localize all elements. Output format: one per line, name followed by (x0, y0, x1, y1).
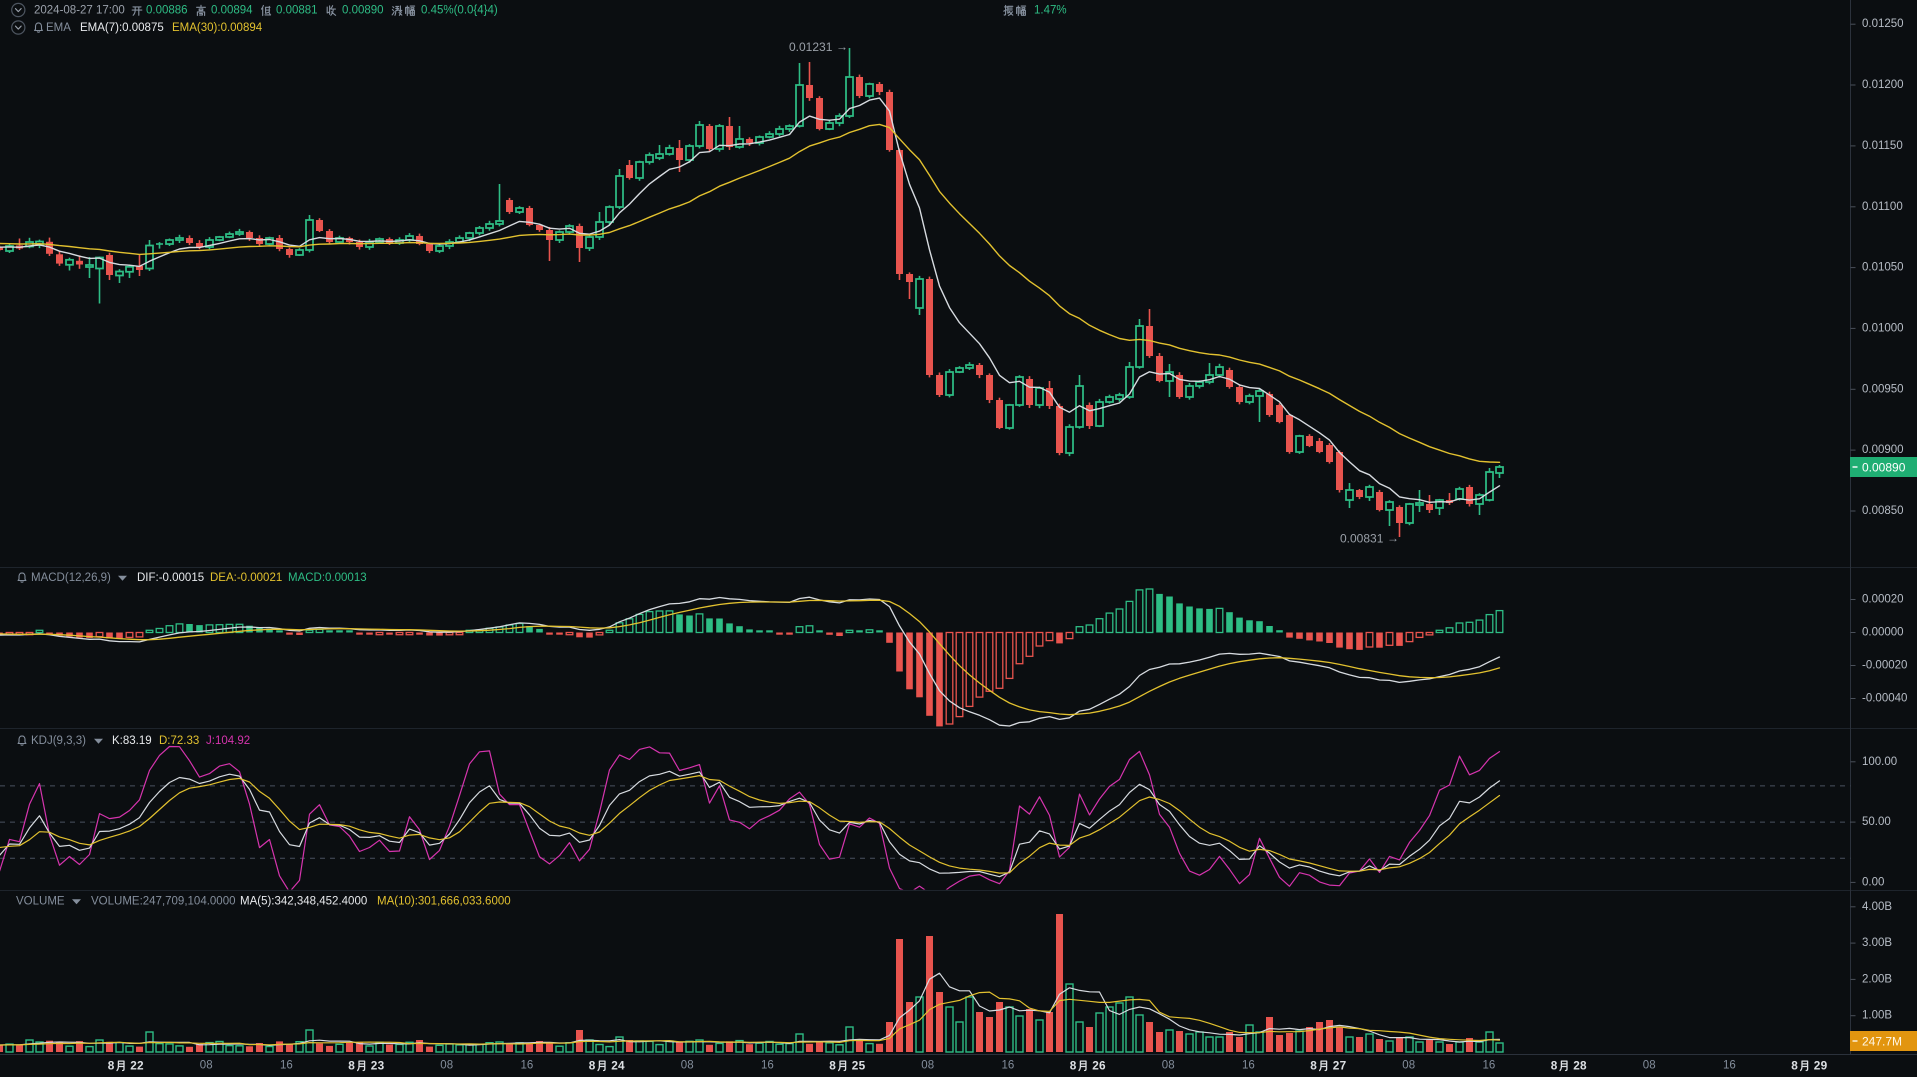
svg-text:VOLUME:247,709,104.0000: VOLUME:247,709,104.0000 (91, 896, 236, 908)
svg-text:-0.00040: -0.00040 (1862, 693, 1907, 705)
svg-text:0.01231: 0.01231 (789, 40, 833, 54)
svg-text:16: 16 (280, 1060, 293, 1072)
svg-text:247.7M: 247.7M (1862, 1034, 1902, 1048)
svg-text:MACD:0.00013: MACD:0.00013 (288, 572, 367, 584)
svg-text:22: 22 (130, 1059, 144, 1073)
svg-text:8: 8 (829, 1059, 836, 1073)
svg-text:0.00881: 0.00881 (276, 5, 318, 17)
svg-text:0.01200: 0.01200 (1862, 79, 1904, 91)
svg-text:23: 23 (371, 1059, 385, 1073)
svg-text:0.00886: 0.00886 (146, 5, 188, 17)
svg-text:0.00890: 0.00890 (342, 5, 384, 17)
svg-text:0.00020: 0.00020 (1862, 594, 1904, 606)
svg-text:0.00894: 0.00894 (211, 5, 253, 17)
svg-text:VOLUME: VOLUME (16, 896, 65, 908)
svg-text:2024-08-27 17:00: 2024-08-27 17:00 (34, 5, 125, 17)
svg-text:29: 29 (1814, 1059, 1828, 1073)
svg-text:0.00000: 0.00000 (1862, 627, 1904, 639)
svg-text:J:104.92: J:104.92 (206, 735, 250, 747)
svg-text:KDJ(9,3,3): KDJ(9,3,3) (31, 735, 86, 747)
svg-text:26: 26 (1092, 1059, 1106, 1073)
svg-text:0.01000: 0.01000 (1862, 322, 1904, 334)
svg-text:1.47%: 1.47% (1034, 5, 1067, 17)
svg-text:8: 8 (1070, 1059, 1077, 1073)
svg-text:08: 08 (1162, 1060, 1175, 1072)
svg-text:2.00B: 2.00B (1862, 973, 1892, 985)
svg-text:8: 8 (1310, 1059, 1317, 1073)
svg-text:16: 16 (1483, 1060, 1496, 1072)
svg-text:16: 16 (1002, 1060, 1015, 1072)
svg-text:27: 27 (1333, 1059, 1347, 1073)
svg-text:16: 16 (761, 1060, 774, 1072)
svg-text:MACD(12,26,9): MACD(12,26,9) (31, 572, 111, 584)
svg-text:DEA:-0.00021: DEA:-0.00021 (210, 572, 282, 584)
svg-text:EMA(7):0.00875: EMA(7):0.00875 (80, 22, 164, 34)
svg-text:25: 25 (852, 1059, 866, 1073)
svg-text:100.00: 100.00 (1862, 756, 1897, 768)
svg-text:08: 08 (200, 1060, 213, 1072)
svg-text:0.00850: 0.00850 (1862, 505, 1904, 517)
svg-text:D:72.33: D:72.33 (159, 735, 199, 747)
svg-text:DIF:-0.00015: DIF:-0.00015 (137, 572, 204, 584)
svg-text:50.00: 50.00 (1862, 816, 1891, 828)
svg-text:8: 8 (1791, 1059, 1798, 1073)
svg-text:0.00900: 0.00900 (1862, 444, 1904, 456)
svg-text:8: 8 (348, 1059, 355, 1073)
svg-text:24: 24 (611, 1059, 625, 1073)
svg-text:→: → (1387, 531, 1399, 545)
svg-text:08: 08 (1402, 1060, 1415, 1072)
svg-text:16: 16 (521, 1060, 534, 1072)
svg-text:16: 16 (1242, 1060, 1255, 1072)
svg-text:16: 16 (1723, 1060, 1736, 1072)
svg-text:-0.00020: -0.00020 (1862, 660, 1907, 672)
svg-text:0.00: 0.00 (1862, 876, 1884, 888)
svg-text:3.00B: 3.00B (1862, 937, 1892, 949)
svg-text:08: 08 (1643, 1060, 1656, 1072)
svg-text:→: → (836, 40, 848, 54)
svg-text:8: 8 (589, 1059, 596, 1073)
svg-text:0.01150: 0.01150 (1862, 140, 1903, 152)
svg-text:08: 08 (921, 1060, 934, 1072)
svg-text:8: 8 (108, 1059, 115, 1073)
svg-text:0.01250: 0.01250 (1862, 18, 1904, 30)
svg-text:MA(5):342,348,452.4000: MA(5):342,348,452.4000 (240, 896, 367, 908)
svg-text:0.00831: 0.00831 (1340, 532, 1384, 546)
svg-text:28: 28 (1573, 1059, 1587, 1073)
svg-text:EMA: EMA (46, 22, 71, 34)
svg-text:0.00890: 0.00890 (1862, 460, 1906, 474)
svg-text:08: 08 (681, 1060, 694, 1072)
svg-text:MA(10):301,666,033.6000: MA(10):301,666,033.6000 (377, 896, 511, 908)
svg-text:4.00B: 4.00B (1862, 901, 1892, 913)
svg-text:0.01050: 0.01050 (1862, 262, 1904, 274)
svg-text:08: 08 (440, 1060, 453, 1072)
svg-text:0.01100: 0.01100 (1862, 201, 1903, 213)
svg-text:0.45%(0.0{4}4): 0.45%(0.0{4}4) (421, 5, 498, 17)
svg-text:EMA(30):0.00894: EMA(30):0.00894 (172, 22, 263, 34)
svg-text:1.00B: 1.00B (1862, 1010, 1892, 1022)
svg-text:0.00950: 0.00950 (1862, 383, 1904, 395)
svg-text:K:83.19: K:83.19 (112, 735, 152, 747)
svg-text:8: 8 (1551, 1059, 1558, 1073)
